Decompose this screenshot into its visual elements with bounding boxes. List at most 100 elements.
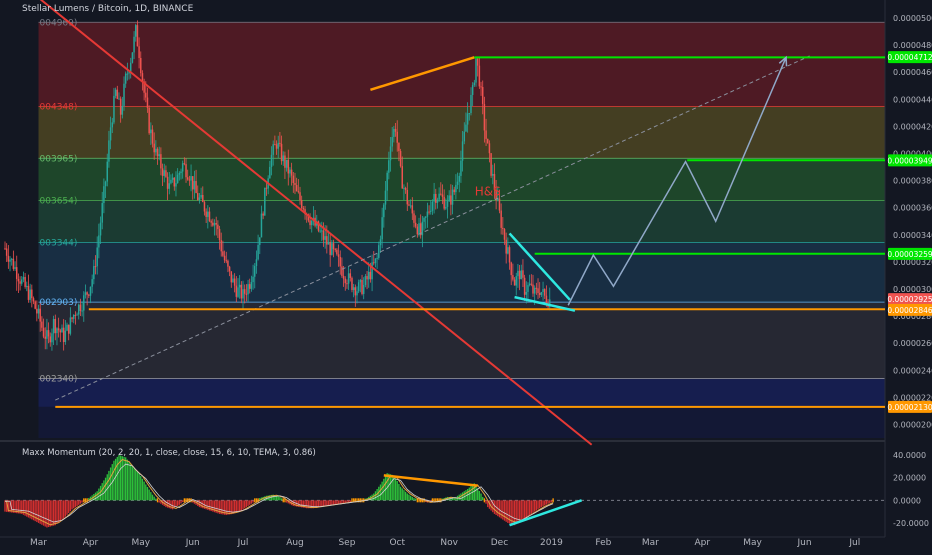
chart-title: Stellar Lumens / Bitcoin, 1D, BINANCE <box>22 4 194 14</box>
candle-body <box>329 242 331 255</box>
candle-body <box>183 163 186 165</box>
candle-body <box>478 65 481 87</box>
candle-body <box>61 327 63 333</box>
candle-body <box>133 36 135 53</box>
momentum-bar <box>383 478 385 501</box>
candle-body <box>238 284 241 288</box>
candle-body <box>89 286 92 296</box>
momentum-bar <box>125 457 127 501</box>
fib-level-label: 003654) <box>40 196 78 206</box>
momentum-bar <box>540 500 543 508</box>
momentum-bar <box>141 478 144 501</box>
candle-body <box>114 89 117 96</box>
momentum-signal-line <box>5 463 554 523</box>
candle-body <box>456 181 459 185</box>
price-axis-tick: 0.00004000 <box>893 150 932 159</box>
candle-body <box>485 130 487 139</box>
momentum-bar <box>284 498 286 503</box>
momentum-bar <box>176 500 179 506</box>
price-tag-text: 0.00002925 <box>887 295 932 304</box>
fib-zone <box>38 106 886 159</box>
indicator-title: Maxx Momentum (20, 2, 20, 1, close, clos… <box>22 448 316 458</box>
price-tag <box>888 293 932 306</box>
candle-body <box>411 205 414 214</box>
fib-zone <box>38 378 886 407</box>
candle-body <box>9 259 11 262</box>
momentum-bar <box>6 500 8 512</box>
momentum-bar <box>512 500 514 525</box>
momentum-bar <box>71 500 73 510</box>
candle-body <box>131 52 134 63</box>
candle-body <box>319 230 321 232</box>
candle-body <box>41 321 43 328</box>
candle-body <box>180 171 182 174</box>
candle-body <box>295 185 298 192</box>
candle-body <box>86 292 88 295</box>
candle-body <box>386 172 388 191</box>
price-tag-text: 0.00003259 <box>887 250 932 259</box>
momentum-bar <box>178 500 180 505</box>
candle-body <box>10 258 13 260</box>
momentum-bar <box>505 500 507 522</box>
momentum-bar <box>254 498 256 503</box>
momentum-bar <box>153 496 155 501</box>
candle-body <box>190 176 192 181</box>
fib-zone <box>38 242 886 303</box>
candle-body <box>346 283 348 285</box>
price-tag-text: 0.00004712 <box>887 53 932 62</box>
candle-body <box>232 278 234 283</box>
momentum-bar <box>428 500 430 503</box>
candle-body <box>4 248 6 250</box>
candle-body <box>248 284 251 289</box>
momentum-bar <box>545 500 548 505</box>
momentum-bar <box>403 490 405 501</box>
candle-body <box>158 154 160 157</box>
momentum-bar <box>250 500 253 504</box>
candle-body <box>289 169 291 174</box>
candle-body <box>356 291 358 296</box>
candle-body <box>468 113 471 115</box>
candle-body <box>453 189 455 193</box>
candle-body <box>168 183 171 189</box>
momentum-bar <box>414 498 417 501</box>
momentum-bar <box>130 464 132 501</box>
price-axis-tick: 0.00004200 <box>893 122 932 131</box>
momentum-bar <box>185 498 187 503</box>
candle-body <box>284 155 286 168</box>
momentum-bar <box>182 500 184 503</box>
candle-body <box>111 122 114 128</box>
candle-body <box>230 271 233 283</box>
candle-body <box>396 131 398 143</box>
candle-body <box>379 239 382 246</box>
candle-body <box>299 192 301 201</box>
candle-body <box>64 330 67 343</box>
candle-body <box>264 187 266 216</box>
momentum-bar <box>326 500 328 506</box>
candle-body <box>317 221 320 231</box>
date-axis-tick: May <box>743 538 762 548</box>
momentum-bar <box>27 500 30 518</box>
momentum-bar <box>52 500 55 526</box>
candle-body <box>533 287 536 294</box>
candle-body <box>62 327 65 343</box>
falling-wedge-upper-line <box>508 232 571 301</box>
momentum-bar <box>299 500 301 508</box>
momentum-bar <box>59 500 61 522</box>
candle-body <box>324 236 326 240</box>
momentum-bar <box>264 496 266 501</box>
momentum-bar <box>145 484 147 501</box>
momentum-bar <box>121 456 124 501</box>
momentum-bar <box>74 500 77 508</box>
candle-body <box>228 266 231 272</box>
momentum-bar <box>88 498 90 501</box>
candle-body <box>143 81 145 93</box>
momentum-bar <box>301 500 303 508</box>
candle-body <box>279 142 281 144</box>
momentum-bar <box>473 483 476 501</box>
candle-body <box>223 255 226 261</box>
date-axis-tick: Jul <box>848 538 860 548</box>
candle-body <box>99 222 102 236</box>
momentum-bar <box>408 494 410 501</box>
candle-body <box>116 89 119 99</box>
momentum-bar <box>133 468 135 501</box>
